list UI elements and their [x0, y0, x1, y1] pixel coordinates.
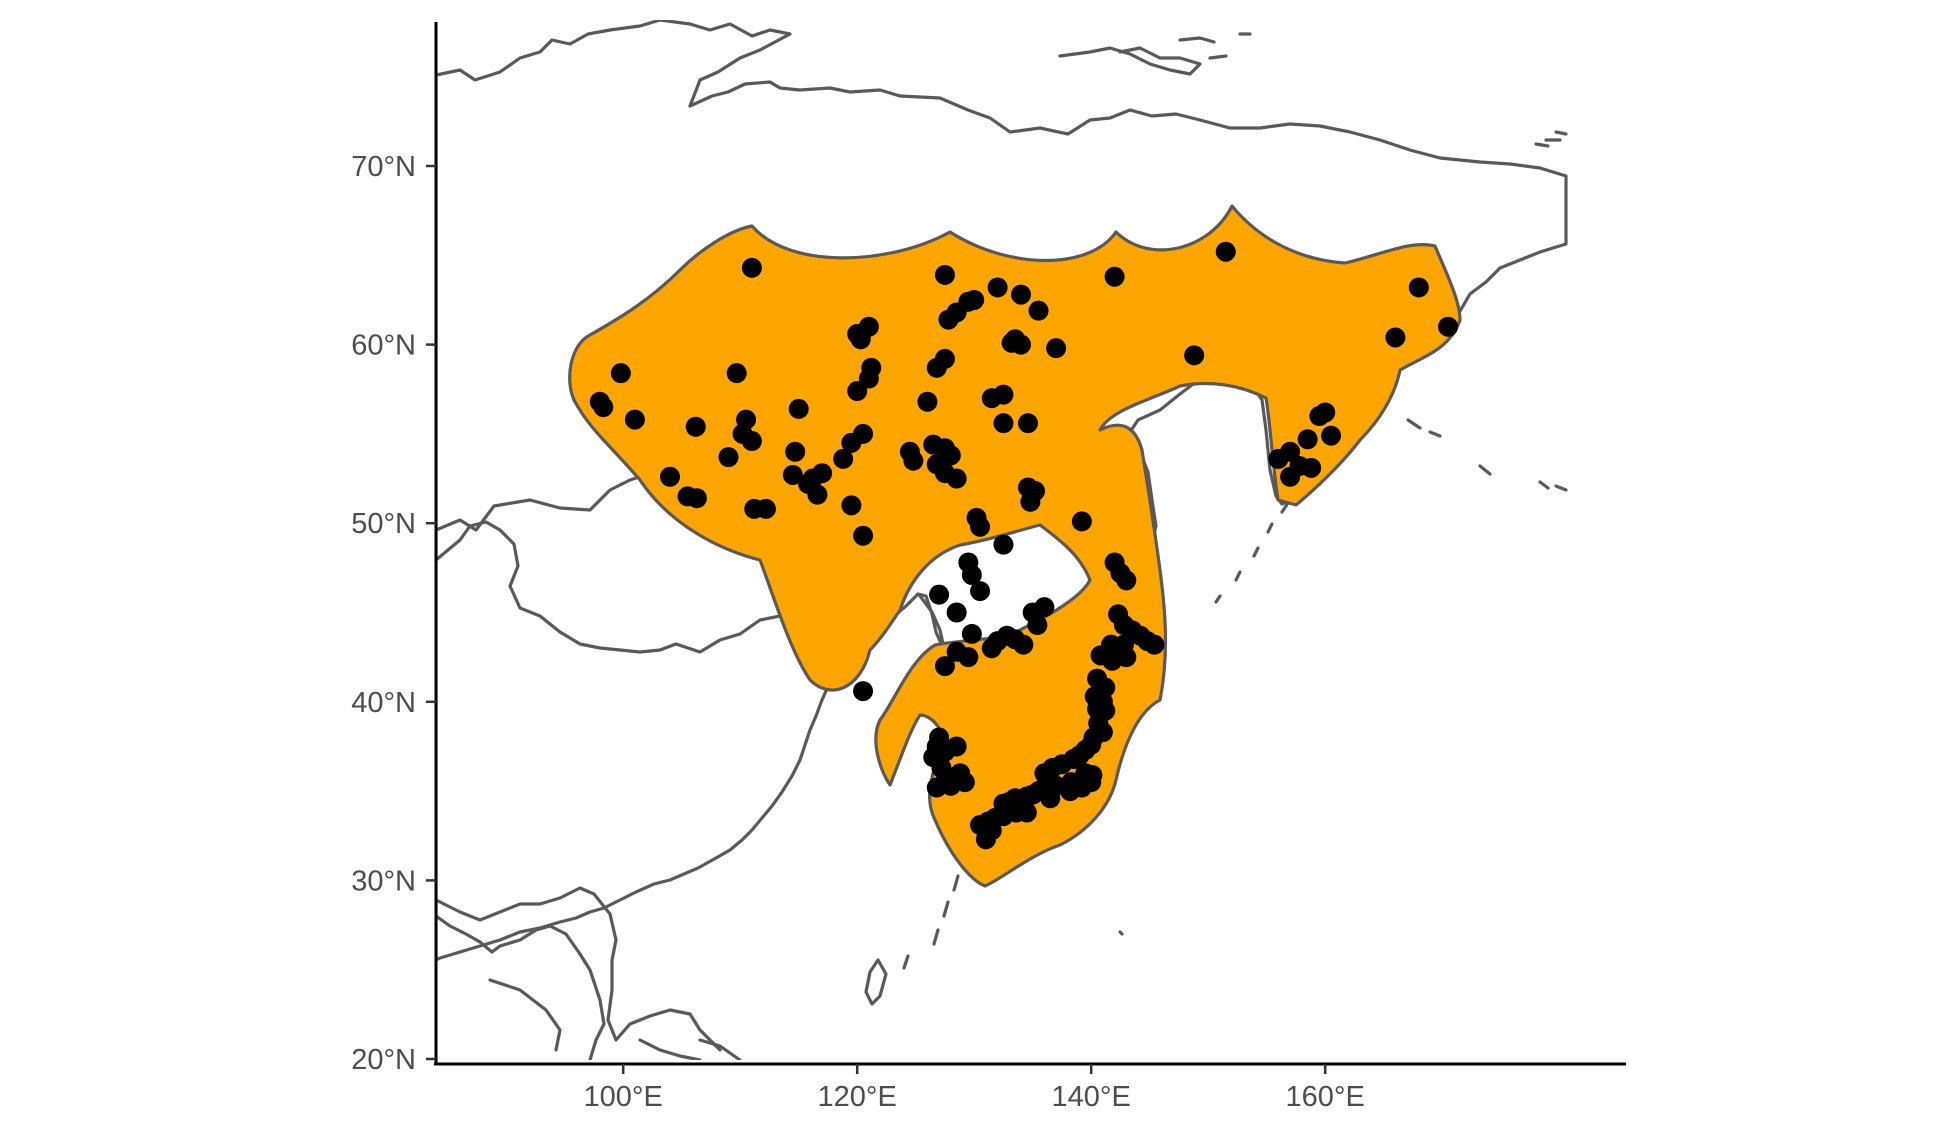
occurrence-point	[970, 581, 991, 602]
occurrence-point	[726, 363, 747, 384]
occurrence-point	[841, 495, 862, 516]
occurrence-point	[1297, 429, 1318, 450]
occurrence-point	[1040, 788, 1061, 809]
map-panel	[436, 20, 1568, 1060]
occurrence-point	[981, 820, 1002, 841]
occurrence-point	[981, 638, 1002, 659]
occurrence-point	[993, 534, 1014, 555]
occurrence-point	[741, 431, 762, 452]
occurrence-point	[1028, 300, 1049, 321]
occurrence-point	[1071, 511, 1092, 532]
occurrence-point	[903, 450, 924, 471]
occurrence-point	[1081, 772, 1102, 793]
occurrence-points	[589, 241, 1459, 850]
land-outline-taiwan	[864, 958, 888, 1006]
occurrence-point	[718, 447, 739, 468]
occurrence-point	[1184, 345, 1205, 366]
occurrence-point	[741, 257, 762, 278]
occurrence-point	[1027, 615, 1048, 636]
occurrence-point	[782, 464, 803, 485]
occurrence-point	[1280, 466, 1301, 487]
occurrence-point	[1034, 597, 1055, 618]
x-tick-label: 160°E	[1286, 1081, 1365, 1113]
y-axis-ticks: 20°N 30°N 40°N 50°N 60°N 70°N	[351, 151, 436, 1076]
y-tick-label: 70°N	[351, 151, 416, 183]
land-outline-kurils	[902, 418, 1568, 970]
y-tick-label: 30°N	[351, 865, 416, 897]
occurrence-point	[938, 309, 959, 330]
occurrence-point	[1309, 406, 1330, 427]
occurrence-point	[1046, 338, 1067, 359]
occurrence-point	[850, 329, 871, 350]
occurrence-point	[853, 681, 874, 702]
occurrence-point	[961, 623, 982, 644]
occurrence-point	[934, 264, 955, 285]
range-polygon	[568, 204, 1462, 888]
occurrence-point	[964, 289, 985, 310]
occurrence-point	[833, 448, 854, 469]
occurrence-point	[946, 602, 967, 623]
occurrence-point	[926, 777, 947, 798]
occurrence-point	[987, 277, 1008, 298]
x-tick-label: 100°E	[584, 1081, 663, 1113]
occurrence-point	[785, 441, 806, 462]
occurrence-point	[853, 423, 874, 444]
occurrence-point	[853, 525, 874, 546]
occurrence-point	[685, 416, 706, 437]
border-china-india	[436, 914, 606, 1060]
occurrence-point	[934, 656, 955, 677]
occurrence-point	[1016, 802, 1037, 823]
occurrence-point	[926, 357, 947, 378]
occurrence-point	[1116, 647, 1137, 668]
occurrence-point	[993, 413, 1014, 434]
occurrence-point	[1301, 457, 1322, 478]
occurrence-point	[993, 384, 1014, 405]
occurrence-point	[1438, 316, 1459, 337]
occurrence-point	[970, 516, 991, 537]
y-tick-label: 40°N	[351, 687, 416, 719]
occurrence-point	[1018, 413, 1039, 434]
occurrence-point	[1020, 491, 1041, 512]
occurrence-point	[593, 397, 614, 418]
y-tick-label: 50°N	[351, 508, 416, 540]
occurrence-point	[610, 363, 631, 384]
occurrence-point	[946, 736, 967, 757]
occurrence-point	[958, 647, 979, 668]
occurrence-point	[929, 584, 950, 605]
occurrence-point	[1034, 763, 1055, 784]
occurrence-point	[961, 564, 982, 585]
y-tick-label: 20°N	[351, 1044, 416, 1076]
occurrence-point	[1144, 634, 1165, 655]
occurrence-point	[686, 488, 707, 509]
occurrence-point	[1321, 425, 1342, 446]
occurrence-point	[788, 398, 809, 419]
x-tick-label: 140°E	[1052, 1081, 1131, 1113]
occurrence-point	[1116, 570, 1137, 591]
occurrence-point	[946, 468, 967, 489]
x-axis-ticks: 100°E 120°E 140°E 160°E	[584, 1064, 1365, 1113]
occurrence-point	[1011, 284, 1031, 305]
occurrence-point	[917, 391, 938, 412]
occurrence-point	[1104, 266, 1125, 287]
y-tick-label: 60°N	[351, 330, 416, 362]
border-china-south	[436, 886, 722, 1052]
occurrence-point	[624, 409, 645, 430]
occurrence-point	[1215, 241, 1236, 262]
occurrence-point	[1408, 277, 1429, 298]
x-tick-label: 120°E	[818, 1081, 897, 1113]
occurrence-point	[1013, 634, 1034, 655]
occurrence-point	[1005, 329, 1026, 350]
occurrence-point	[660, 466, 680, 487]
border-misc	[488, 978, 742, 1060]
land-outline-arctic-islands	[1058, 32, 1568, 148]
occurrence-point	[807, 484, 828, 505]
occurrence-point	[847, 381, 868, 402]
border-china-mongolia	[436, 468, 812, 654]
occurrence-point	[1385, 327, 1406, 348]
occurrence-point	[858, 368, 879, 389]
occurrence-point	[755, 498, 776, 519]
occurrence-point	[1268, 448, 1289, 469]
